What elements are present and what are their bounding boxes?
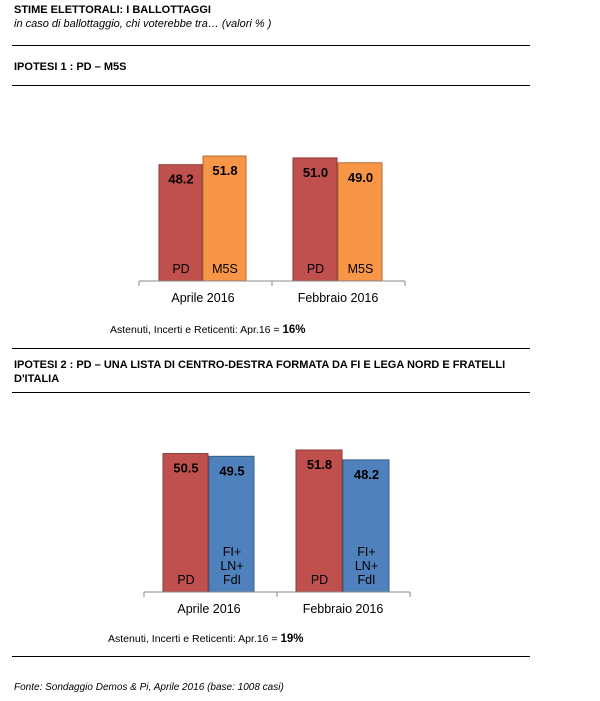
source-footer: Fonte: Sondaggio Demos & Pi, Aprile 2016… (14, 682, 284, 693)
bar-value-label: 49.0 (348, 170, 373, 185)
divider (12, 85, 530, 86)
divider (12, 392, 530, 393)
divider (12, 348, 530, 349)
bar-pd (158, 164, 203, 282)
category-label: Aprile 2016 (171, 291, 234, 305)
note-text: Astenuti, Incerti e Reticenti: Apr.16 = (110, 324, 283, 336)
divider (12, 45, 530, 46)
page-subtitle: in caso di ballottaggio, chi voterebbe t… (14, 18, 272, 30)
section1-note: Astenuti, Incerti e Reticenti: Apr.16 = … (110, 324, 306, 336)
page-title: STIME ELETTORALI: I BALLOTTAGGI (14, 4, 211, 16)
bar-value-label: 48.2 (168, 172, 193, 187)
bar-opponent (202, 155, 247, 282)
bar-series-label: M5S (212, 262, 238, 276)
note-value: 16% (282, 324, 306, 336)
bar-series-label: M5S (348, 262, 374, 276)
section2-note: Astenuti, Incerti e Reticenti: Apr.16 = … (108, 633, 304, 645)
section2-title: IPOTESI 2 : PD – UNA LISTA DI CENTRO-DES… (14, 359, 506, 385)
category-label: Febbraio 2016 (298, 291, 379, 305)
note-value: 19% (280, 633, 304, 645)
bar-pd (292, 157, 338, 282)
bar-value-label: 51.8 (212, 163, 237, 178)
note-text: Astenuti, Incerti e Reticenti: Apr.16 = (108, 633, 281, 645)
bar-series-label: PD (307, 262, 324, 276)
bar-opponent (337, 162, 383, 282)
bar-value-label: 51.0 (303, 165, 328, 180)
section1-title: IPOTESI 1 : PD – M5S (14, 61, 127, 73)
divider (12, 656, 530, 657)
bar-series-label: PD (172, 262, 189, 276)
